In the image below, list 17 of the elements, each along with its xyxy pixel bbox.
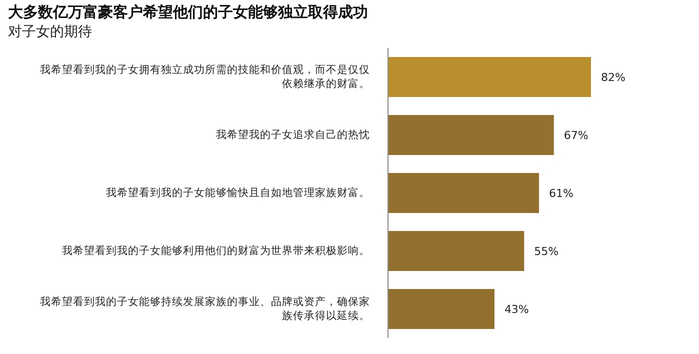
y-tick-label: 我希望我的子女追求自己的热忱 xyxy=(216,128,370,141)
y-tick-label: 我希望看到我的子女拥有独立成功所需的技能和价值观，而不是仅仅依赖继承的财富。 xyxy=(40,62,370,90)
data-label: 55% xyxy=(534,244,559,258)
data-label: 43% xyxy=(504,302,529,316)
y-tick-label: 我希望看到我的子女能够利用他们的财富为世界带来积极影响。 xyxy=(62,244,370,257)
bar xyxy=(388,289,494,329)
data-label: 61% xyxy=(549,186,574,200)
y-tick-label: 我希望看到我的子女能够持续发展家族的事业、品牌或资产，确保家族传承得以延续。 xyxy=(40,294,370,322)
y-tick-label: 我希望看到我的子女能够愉快且自如地管理家族财富。 xyxy=(106,186,370,199)
bar xyxy=(388,57,591,97)
text: 大多数亿万富豪客户希望他们的子女能够独立取得成功 xyxy=(8,2,369,22)
bar xyxy=(388,231,524,271)
bar xyxy=(388,115,554,155)
text: 对子女的期待 xyxy=(8,23,93,42)
data-label: 67% xyxy=(564,128,588,142)
bar xyxy=(388,173,540,213)
data-label: 82% xyxy=(601,70,626,84)
